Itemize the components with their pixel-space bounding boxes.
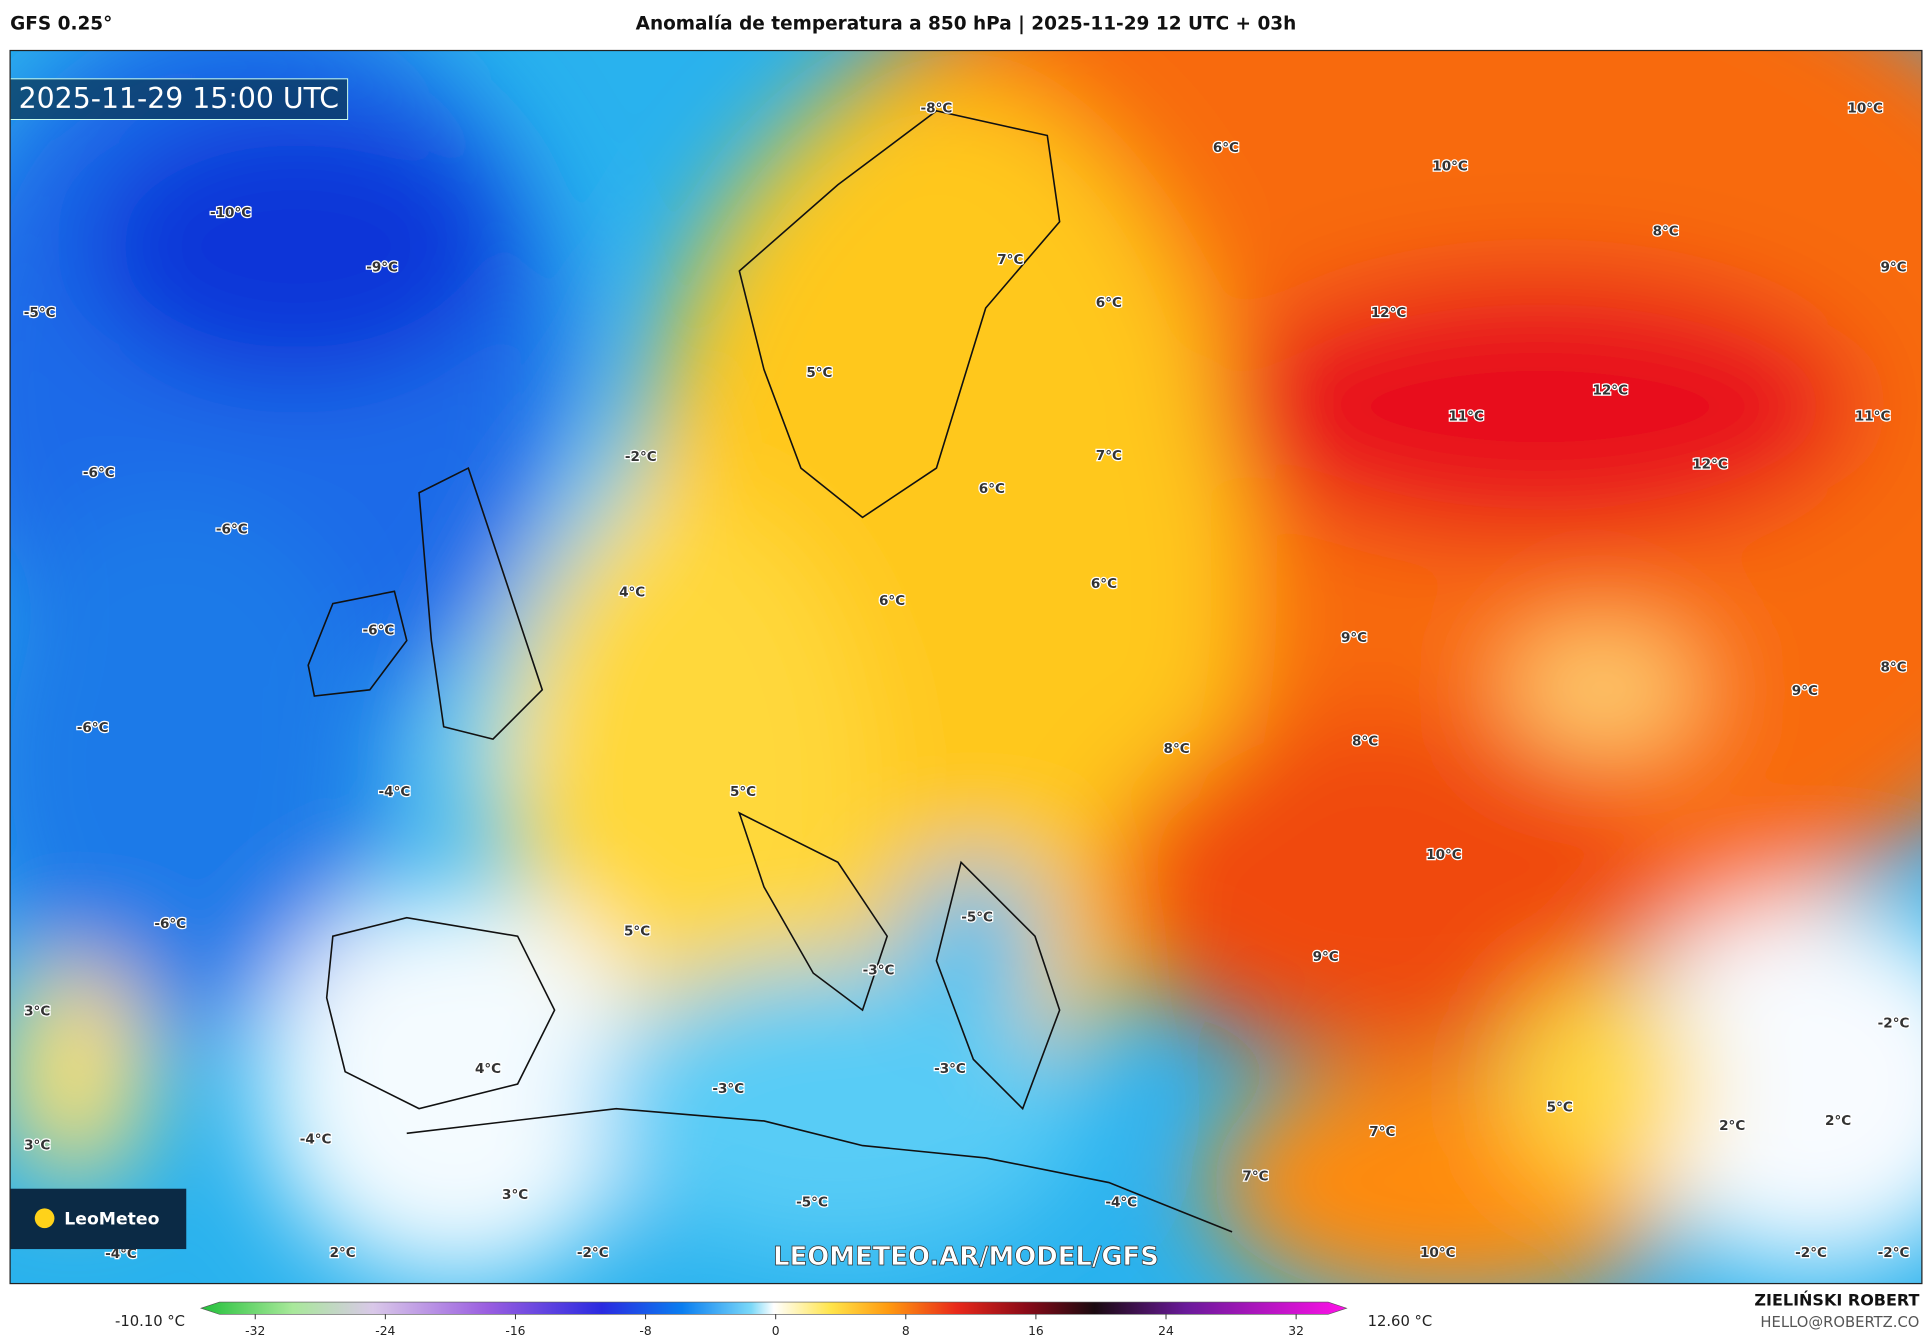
email: HELLO@ROBERTZ.CO <box>1760 1314 1919 1331</box>
colorbar-tick-label: -32 <box>245 1324 265 1338</box>
contour-label: 12°C <box>1592 382 1628 398</box>
contour-label: -4°C <box>300 1131 332 1147</box>
contour-label: 4°C <box>475 1061 501 1077</box>
contour-label: -10°C <box>210 205 251 221</box>
colorbar <box>200 1301 1348 1315</box>
contour-label: 9°C <box>1313 949 1339 965</box>
contour-label: 5°C <box>624 923 650 939</box>
contour-label: -4°C <box>105 1246 137 1262</box>
colorbar-tick-label: 8 <box>902 1324 910 1338</box>
contour-label: 10°C <box>1432 158 1468 174</box>
map-frame <box>9 49 1923 1285</box>
map-title: Anomalía de temperatura a 850 hPa | 2025… <box>636 14 1297 35</box>
contour-label: 6°C <box>979 481 1005 497</box>
contour-label: -5°C <box>796 1194 828 1210</box>
colorbar-tick-label: 16 <box>1028 1324 1044 1338</box>
contour-label: 10°C <box>1420 1245 1456 1261</box>
contour-label: 12°C <box>1371 305 1407 321</box>
contour-label: -6°C <box>154 916 186 932</box>
colorbar-tick-label: -8 <box>639 1324 651 1338</box>
contour-label: 8°C <box>1352 734 1378 750</box>
contour-label: 7°C <box>997 252 1023 268</box>
contour-label: 2°C <box>330 1245 356 1261</box>
contour-label: 2°C <box>1825 1113 1851 1129</box>
contour-label: 10°C <box>1847 100 1883 116</box>
contour-label: 7°C <box>1369 1124 1395 1140</box>
contour-label: 11°C <box>1855 408 1891 424</box>
colorbar-ticks: -32 -24 -16 -8 0 8 16 24 32 <box>245 1314 1304 1338</box>
map: -10°C -9°C -5°C -6°C -6°C -6°C -6°C -4°C -6°C 3°C… <box>10 50 1922 1284</box>
contour-label: 3°C <box>502 1187 528 1203</box>
contour-label: 9°C <box>1341 630 1367 646</box>
contour-label: -3°C <box>934 1061 966 1077</box>
contour-label: -6°C <box>83 465 115 481</box>
watermark: LEOMETEO.AR/MODEL/GFS <box>773 1242 1159 1272</box>
contour-label: -6°C <box>363 623 395 639</box>
timestamp: 2025-11-29 15:00 UTC <box>19 82 339 115</box>
contour-label: 5°C <box>730 784 756 800</box>
contour-label: -6°C <box>216 522 248 538</box>
author: ZIELIŃSKI ROBERT <box>1754 1290 1919 1309</box>
contour-label: -2°C <box>1878 1016 1910 1032</box>
contour-label: 2°C <box>1719 1118 1745 1134</box>
contour-label: 12°C <box>1692 456 1728 472</box>
timestamp-box <box>10 78 349 120</box>
contour-label: 6°C <box>1213 140 1239 156</box>
contour-label: -4°C <box>1105 1194 1137 1210</box>
contour-label: 6°C <box>1091 576 1117 592</box>
contour-label: 3°C <box>24 1138 50 1154</box>
colorbar-tick-label: 32 <box>1288 1324 1304 1338</box>
temperature-field <box>10 50 1922 1284</box>
colorbar-min: -10.10 °C <box>115 1313 185 1330</box>
contour-label: 8°C <box>1653 224 1679 240</box>
model-name: GFS 0.25° <box>10 14 112 35</box>
contour-labels: -10°C -9°C -5°C -6°C -6°C -6°C -6°C -4°C -6°C 3°C… <box>23 99 1911 1263</box>
contour-label: -2°C <box>625 449 657 465</box>
contour-label: 9°C <box>1880 259 1906 275</box>
contour-label: 11°C <box>1448 408 1484 424</box>
colorbar-tick-label: 0 <box>772 1324 780 1338</box>
contour-label: 5°C <box>1547 1099 1573 1115</box>
contour-label: -5°C <box>24 305 56 321</box>
colorbar-tick-label: -24 <box>375 1324 395 1338</box>
contour-label: -3°C <box>863 963 895 979</box>
contour-label: 10°C <box>1426 847 1462 863</box>
contour-label: 3°C <box>24 1003 50 1019</box>
contour-label: -9°C <box>366 259 398 275</box>
contour-label: 6°C <box>1096 295 1122 311</box>
contour-label: -2°C <box>1878 1245 1910 1261</box>
contour-label: 6°C <box>879 593 905 609</box>
colorbar-max: 12.60 °C <box>1368 1313 1433 1330</box>
contour-label: 7°C <box>1242 1168 1268 1184</box>
contour-label: -4°C <box>379 784 411 800</box>
contour-label: -2°C <box>1795 1245 1827 1261</box>
contour-label: 4°C <box>619 585 645 601</box>
colorbar-tick-label: 24 <box>1158 1324 1174 1338</box>
contour-label: 5°C <box>806 365 832 381</box>
colorbar-tick-label: -16 <box>505 1324 525 1338</box>
logo: LeoMeteo <box>64 1210 159 1230</box>
contour-label: 7°C <box>1096 448 1122 464</box>
contour-label: 9°C <box>1792 683 1818 699</box>
contour-label: -8°C <box>921 100 953 116</box>
contour-label: 8°C <box>1880 660 1906 676</box>
contour-label: -6°C <box>77 720 109 736</box>
contour-label: -3°C <box>712 1081 744 1097</box>
contour-label: 8°C <box>1164 741 1190 757</box>
logo-sun <box>34 1208 55 1229</box>
contour-label: -2°C <box>577 1245 609 1261</box>
contour-label: -5°C <box>961 910 993 926</box>
coastlines <box>307 110 1233 1233</box>
